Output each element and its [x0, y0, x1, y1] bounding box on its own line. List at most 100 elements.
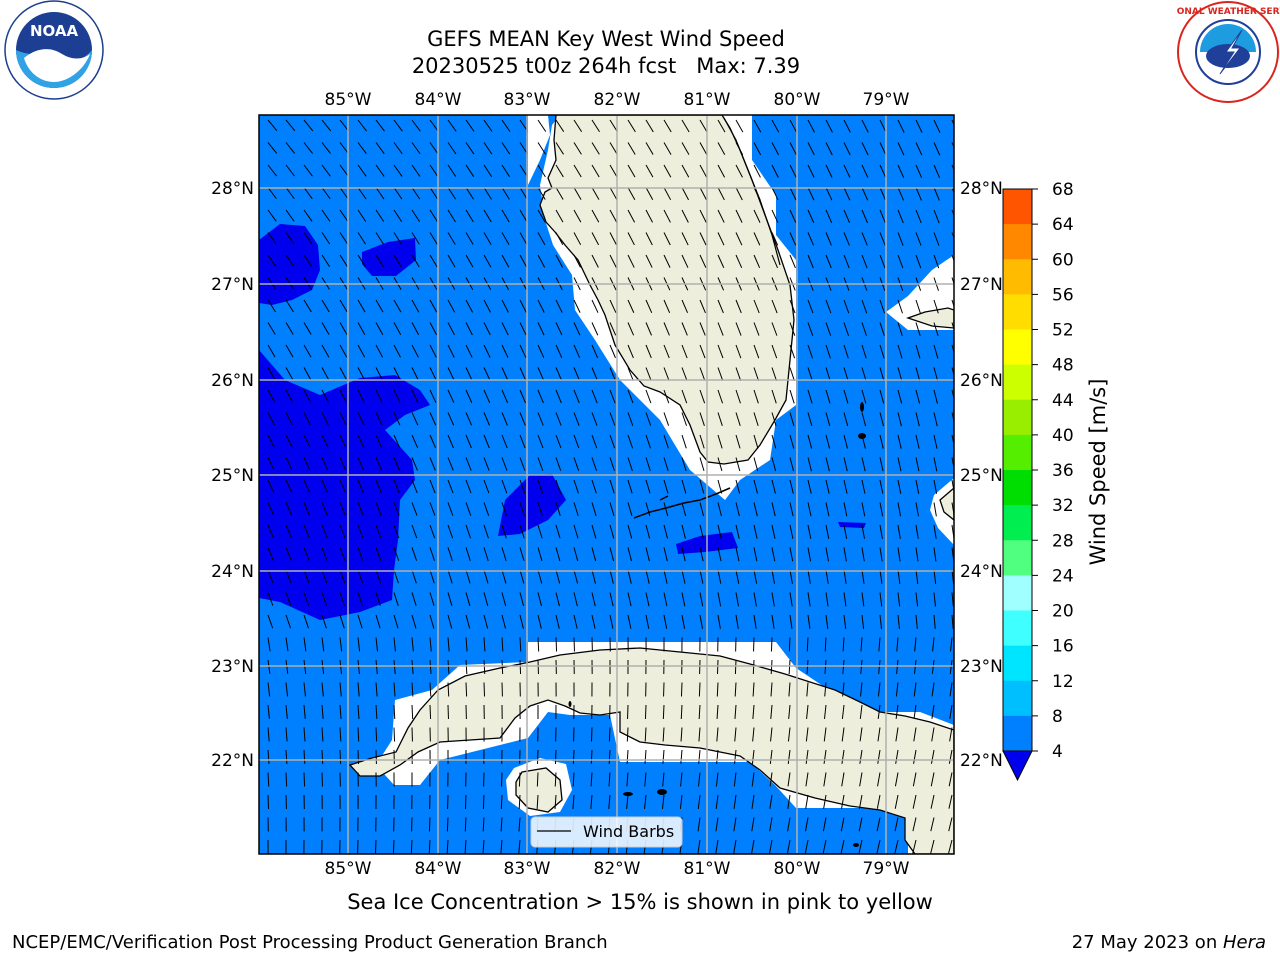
colorbar-tick-label: 16	[1052, 637, 1074, 657]
wind-barb	[699, 547, 704, 562]
wind-barb	[465, 502, 472, 516]
wind-barb	[375, 299, 384, 313]
wind-barb	[267, 614, 274, 629]
wind-barb	[483, 164, 493, 177]
wind-barb	[555, 592, 560, 607]
wind-barb	[627, 119, 636, 133]
wind-barb	[663, 322, 670, 336]
wind-barb	[771, 614, 775, 629]
wind-barb	[717, 389, 724, 404]
wind-barb	[861, 524, 866, 539]
lat-label-left: 27°N	[211, 275, 254, 295]
wind-barb	[842, 682, 845, 697]
wind-barb	[483, 367, 491, 381]
wind-barb	[519, 164, 528, 178]
wind-barb	[897, 164, 905, 178]
wind-barb	[590, 727, 593, 742]
wind-barb	[267, 412, 275, 426]
colorbar-tick-label: 36	[1052, 461, 1074, 481]
wind-barb	[465, 412, 473, 426]
wind-barb	[698, 727, 701, 742]
wind-barb	[770, 659, 773, 675]
wind-barb	[375, 322, 384, 335]
wind-barb	[807, 187, 815, 201]
wind-barb	[861, 254, 868, 269]
wind-barb	[663, 254, 671, 268]
wind-barb	[339, 322, 348, 335]
wind-barb	[861, 187, 869, 201]
wind-barb	[303, 749, 306, 765]
wind-barb	[949, 704, 953, 719]
wind-barb	[321, 727, 324, 742]
wind-barb	[519, 254, 528, 268]
wind-barb	[375, 704, 378, 720]
wind-barb	[824, 659, 827, 674]
wind-barb	[627, 344, 634, 359]
wind-barb	[823, 772, 827, 787]
wind-barb	[645, 344, 652, 359]
wind-barb	[915, 389, 921, 404]
wind-barb	[537, 299, 545, 313]
wind-barb	[339, 704, 342, 719]
wind-barb	[807, 479, 812, 494]
wind-barb	[807, 614, 811, 629]
wind-barb	[465, 389, 473, 403]
wind-barb	[699, 614, 703, 629]
wind-barb	[519, 389, 526, 404]
wind-barb	[949, 682, 953, 697]
wind-barb	[393, 863, 394, 877]
wind-barb	[321, 457, 329, 471]
wind-barb	[321, 479, 329, 494]
wind-barb	[948, 839, 953, 854]
map-legend: Wind Barbs	[530, 816, 683, 848]
wind-barb	[465, 142, 475, 155]
wind-barb	[681, 254, 689, 268]
wind-barb	[949, 659, 953, 674]
wind-barb	[447, 457, 454, 471]
wind-barb	[897, 592, 901, 607]
wind-barb	[859, 863, 862, 877]
wind-barb	[573, 434, 580, 449]
wind-barb	[861, 569, 865, 584]
wind-barb	[733, 794, 737, 809]
wind-barb	[591, 412, 598, 426]
wind-barb	[537, 592, 543, 607]
wind-barb	[555, 479, 561, 494]
wind-barb	[465, 524, 472, 539]
wind-barb	[681, 389, 688, 404]
wind-barb	[573, 232, 582, 246]
wind-barb	[734, 659, 737, 675]
wind-barb	[285, 637, 289, 652]
wind-barb	[897, 412, 902, 427]
wind-barb	[339, 299, 348, 313]
wind-barb	[375, 142, 385, 155]
wind-barb	[915, 232, 922, 246]
wind-barb	[375, 209, 385, 222]
wind-barb	[303, 254, 313, 267]
wind-barb	[717, 322, 724, 336]
wind-barb	[753, 322, 760, 336]
wind-barb	[411, 299, 420, 313]
wind-barb	[591, 547, 597, 562]
wind-barb	[825, 164, 833, 178]
wind-barb	[933, 547, 937, 562]
wind-barb	[681, 434, 687, 449]
wind-barb	[501, 502, 508, 516]
wind-barb	[860, 659, 863, 674]
lat-label-left: 26°N	[211, 371, 254, 391]
wind-barb	[321, 704, 324, 719]
wind-barb	[735, 119, 744, 133]
colorbar-segment	[1003, 329, 1032, 366]
wind-barb	[339, 659, 342, 674]
wind-barb	[429, 614, 435, 629]
wind-barb	[663, 119, 672, 133]
wind-barb	[519, 232, 528, 245]
wind-barb	[735, 299, 742, 314]
wind-barb	[825, 547, 829, 562]
wind-barb	[447, 389, 455, 403]
wind-barb	[627, 547, 632, 562]
wind-barb	[734, 749, 737, 764]
wind-barb	[681, 547, 686, 562]
wind-barb	[681, 412, 687, 426]
wind-barb	[573, 322, 581, 336]
